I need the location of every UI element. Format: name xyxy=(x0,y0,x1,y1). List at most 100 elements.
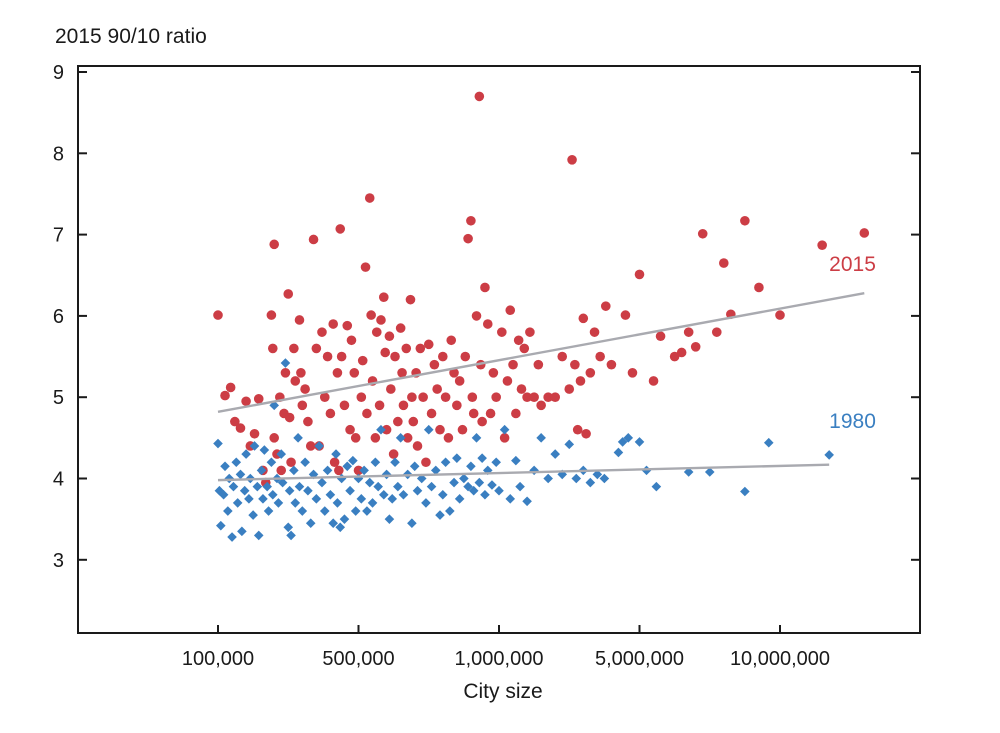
point-2015 xyxy=(269,239,280,250)
point-1980 xyxy=(435,510,445,520)
point-2015 xyxy=(412,441,423,451)
point-1980 xyxy=(463,481,473,492)
point-2015 xyxy=(474,91,485,102)
point-1980 xyxy=(398,489,409,500)
point-1980 xyxy=(477,453,487,463)
point-1980 xyxy=(459,473,469,484)
point-2015 xyxy=(235,423,246,433)
point-2015 xyxy=(457,424,468,435)
point-2015 xyxy=(356,392,367,403)
point-1980 xyxy=(452,453,462,463)
point-2015 xyxy=(303,416,313,427)
point-1980 xyxy=(218,489,229,500)
point-2015 xyxy=(376,315,386,325)
point-1980 xyxy=(423,424,434,435)
point-2015 xyxy=(432,384,442,394)
point-1980 xyxy=(499,424,510,435)
point-1980 xyxy=(421,498,431,508)
point-1980 xyxy=(370,457,381,468)
point-2015 xyxy=(402,433,413,443)
point-2015 xyxy=(384,331,395,342)
point-1980 xyxy=(300,457,310,468)
point-2015 xyxy=(305,441,316,451)
point-2015 xyxy=(505,305,516,316)
point-1980 xyxy=(290,498,301,508)
point-1980 xyxy=(303,485,313,496)
point-2015 xyxy=(339,400,350,411)
point-1980 xyxy=(241,449,251,459)
point-2015 xyxy=(480,282,490,293)
point-2015 xyxy=(578,313,589,324)
point-2015 xyxy=(595,351,605,362)
point-2015 xyxy=(286,457,296,468)
point-2015 xyxy=(386,384,396,394)
point-2015 xyxy=(362,408,372,419)
point-1980 xyxy=(280,358,291,368)
point-1980 xyxy=(266,457,277,468)
point-1980 xyxy=(339,514,350,524)
point-1980 xyxy=(651,481,662,492)
trend-line-2015 xyxy=(217,291,865,414)
point-2015 xyxy=(859,228,870,238)
point-2015 xyxy=(449,368,459,378)
point-2015 xyxy=(468,408,479,419)
point-2015 xyxy=(345,424,355,435)
point-1980 xyxy=(364,477,375,488)
point-1980 xyxy=(505,494,516,504)
point-2015 xyxy=(335,224,346,234)
point-1980 xyxy=(449,477,459,488)
point-1980 xyxy=(284,485,295,496)
point-2015 xyxy=(269,433,280,443)
point-1980 xyxy=(224,473,235,484)
point-1980 xyxy=(350,506,361,516)
point-2015 xyxy=(454,376,465,386)
point-1980 xyxy=(249,441,260,451)
point-1980 xyxy=(393,481,403,492)
point-2015 xyxy=(294,315,305,325)
plot-area: 3 4 5 6 7 8 9 100,000 500,000 1,000,000 5,000,000 1… xyxy=(53,62,921,670)
point-2015 xyxy=(225,382,236,393)
point-2015 xyxy=(567,155,577,165)
point-1980 xyxy=(305,518,316,529)
point-2015 xyxy=(572,424,583,435)
point-2015 xyxy=(328,319,339,329)
point-2015 xyxy=(370,433,381,443)
point-2015 xyxy=(284,412,295,423)
point-2015 xyxy=(317,327,327,337)
x-tick-label: 10,000,000 xyxy=(730,648,830,670)
point-1980 xyxy=(286,530,296,541)
point-2015 xyxy=(581,428,591,439)
point-1980 xyxy=(390,457,400,468)
point-1980 xyxy=(335,522,346,533)
point-1980 xyxy=(342,461,353,472)
point-1980 xyxy=(353,473,364,484)
point-2015 xyxy=(429,359,440,370)
point-1980 xyxy=(362,506,372,516)
point-2015 xyxy=(319,392,330,403)
plot-frame xyxy=(77,65,921,634)
point-2015 xyxy=(634,269,645,280)
point-1980 xyxy=(367,498,378,508)
point-1980 xyxy=(395,433,406,443)
point-2015 xyxy=(513,335,524,346)
point-1980 xyxy=(585,477,596,488)
point-2015 xyxy=(332,368,343,378)
point-1980 xyxy=(248,510,258,520)
x-tick-label: 100,000 xyxy=(182,648,254,670)
point-1980 xyxy=(491,457,501,468)
point-2015 xyxy=(266,310,277,320)
point-1980 xyxy=(515,481,525,492)
point-2015 xyxy=(378,292,389,303)
point-2015 xyxy=(438,351,448,362)
point-1980 xyxy=(438,489,448,500)
point-2015 xyxy=(381,424,392,435)
point-1980 xyxy=(387,494,398,504)
point-1980 xyxy=(592,469,603,480)
point-1980 xyxy=(482,465,493,476)
y-tick-label: 6 xyxy=(53,306,64,328)
point-2015 xyxy=(570,359,580,370)
point-2015 xyxy=(511,408,521,419)
point-1980 xyxy=(322,465,333,476)
point-2015 xyxy=(308,234,319,245)
point-1980 xyxy=(235,469,246,480)
